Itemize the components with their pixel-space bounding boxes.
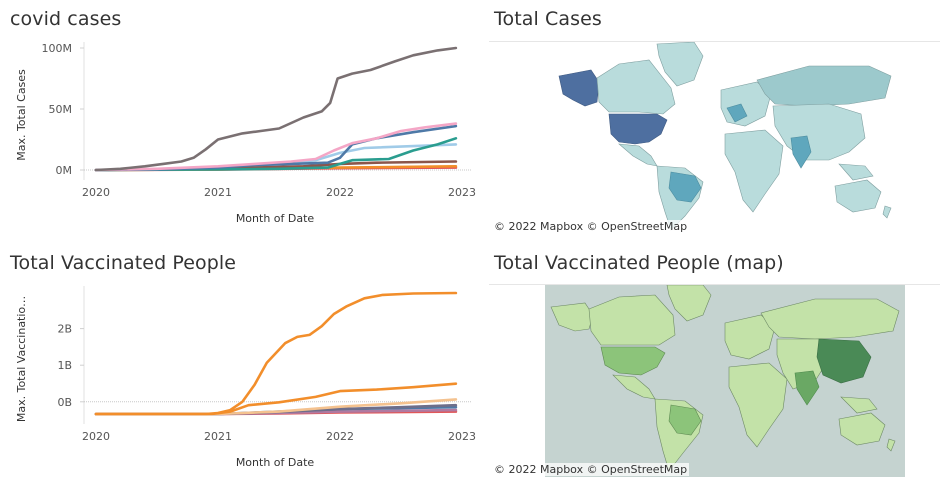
brazil-shape xyxy=(668,404,702,436)
map-attribution[interactable]: © 2022 Mapbox © OpenStreetMap xyxy=(492,463,690,476)
total-cases-world-map xyxy=(489,42,940,234)
y-axis-title: Max. Total Vaccinatio… xyxy=(15,296,28,422)
new-zealand-shape xyxy=(882,205,892,219)
x-tick-label: 2020 xyxy=(82,186,110,199)
usa-shape xyxy=(600,346,666,376)
vaccinated-map[interactable]: © 2022 Mapbox © OpenStreetMap xyxy=(489,284,940,477)
canada-shape xyxy=(588,294,676,346)
x-tick-label: 2021 xyxy=(204,186,232,199)
total-cases-map[interactable]: © 2022 Mapbox © OpenStreetMap xyxy=(489,41,940,234)
vaccinated-chart-title: Total Vaccinated People xyxy=(10,252,237,274)
australia-shape xyxy=(838,412,886,446)
new-zealand-shape xyxy=(886,438,896,452)
china-shape xyxy=(816,338,872,384)
x-tick-label: 2023 xyxy=(448,430,476,443)
greenland-shape xyxy=(666,285,712,322)
series-line-1[interactable] xyxy=(94,46,458,172)
x-tick-label: 2021 xyxy=(204,430,232,443)
cases-chart-title: covid cases xyxy=(10,8,122,30)
australia-shape xyxy=(834,179,882,213)
series-line-1[interactable] xyxy=(94,291,458,416)
map-attribution[interactable]: © 2022 Mapbox © OpenStreetMap xyxy=(492,220,690,233)
vaccinated-world-map xyxy=(489,285,940,477)
x-tick-label: 2023 xyxy=(448,186,476,199)
x-tick-label: 2022 xyxy=(326,430,354,443)
series-line-2[interactable] xyxy=(94,122,458,172)
canada-shape xyxy=(596,59,676,115)
cases-line-chart[interactable]: 0M 50M 100M 2020 2021 2022 2023 Month of Date Ma… xyxy=(0,36,485,236)
alaska-shape xyxy=(558,69,600,107)
total-cases-map-title: Total Cases xyxy=(494,8,602,30)
y-tick-label: 100M xyxy=(42,42,73,55)
y-axis-title: Max. Total Cases xyxy=(15,69,28,161)
y-tick-label: 0B xyxy=(57,396,72,409)
vaccinated-map-title: Total Vaccinated People (map) xyxy=(494,252,784,274)
alaska-shape xyxy=(550,302,594,332)
x-axis-title: Month of Date xyxy=(236,212,315,225)
western-europe-shape xyxy=(726,103,748,123)
x-tick-label: 2020 xyxy=(82,430,110,443)
africa-shape xyxy=(728,362,788,448)
y-tick-label: 0M xyxy=(56,164,73,177)
y-tick-label: 50M xyxy=(49,103,73,116)
y-tick-label: 2B xyxy=(57,323,72,336)
india-shape xyxy=(790,135,812,169)
brazil-shape xyxy=(668,171,702,203)
usa-shape xyxy=(608,113,668,145)
series-line-2[interactable] xyxy=(94,382,458,416)
vaccinated-line-chart[interactable]: 0B 1B 2B 2020 2021 2022 2023 Month of Date Max. … xyxy=(0,280,485,480)
greenland-shape xyxy=(656,42,704,87)
se-asia-shape xyxy=(838,163,874,181)
africa-shape xyxy=(724,129,784,213)
y-tick-label: 1B xyxy=(57,359,72,372)
x-axis-title: Month of Date xyxy=(236,456,315,469)
russia-shape xyxy=(760,298,900,340)
series-line-4[interactable] xyxy=(94,137,458,172)
russia-shape xyxy=(756,65,892,107)
india-shape xyxy=(794,370,820,406)
se-asia-shape xyxy=(840,396,878,414)
x-tick-label: 2022 xyxy=(326,186,354,199)
